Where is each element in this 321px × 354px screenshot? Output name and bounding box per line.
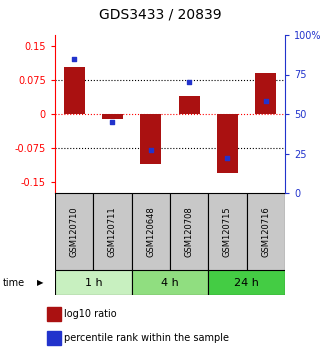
Text: GSM120716: GSM120716 bbox=[261, 206, 270, 257]
Text: time: time bbox=[3, 278, 25, 287]
Point bbox=[110, 119, 115, 125]
Point bbox=[72, 56, 77, 62]
Bar bbox=[48, 307, 61, 321]
Text: 24 h: 24 h bbox=[234, 278, 259, 287]
Text: GDS3433 / 20839: GDS3433 / 20839 bbox=[99, 7, 222, 21]
Bar bbox=[140, 114, 161, 164]
Bar bbox=[55, 193, 93, 270]
Bar bbox=[64, 67, 85, 114]
Bar bbox=[178, 96, 200, 114]
Text: GSM120715: GSM120715 bbox=[223, 206, 232, 257]
Text: GSM120710: GSM120710 bbox=[70, 206, 79, 257]
Point bbox=[187, 80, 192, 85]
Bar bbox=[102, 114, 123, 119]
Point bbox=[148, 148, 153, 153]
Text: log10 ratio: log10 ratio bbox=[64, 309, 117, 319]
Point bbox=[263, 98, 268, 104]
Text: percentile rank within the sample: percentile rank within the sample bbox=[64, 333, 229, 343]
Bar bbox=[247, 193, 285, 270]
Text: GSM120708: GSM120708 bbox=[185, 206, 194, 257]
Bar bbox=[208, 270, 285, 295]
Bar bbox=[132, 270, 208, 295]
Bar bbox=[93, 193, 132, 270]
Text: 4 h: 4 h bbox=[161, 278, 179, 287]
Bar bbox=[170, 193, 208, 270]
Bar bbox=[208, 193, 247, 270]
Bar bbox=[132, 193, 170, 270]
Text: GSM120648: GSM120648 bbox=[146, 206, 155, 257]
Bar bbox=[255, 73, 276, 114]
Point bbox=[225, 155, 230, 161]
Text: GSM120711: GSM120711 bbox=[108, 206, 117, 257]
Text: 1 h: 1 h bbox=[84, 278, 102, 287]
Text: ▶: ▶ bbox=[37, 278, 43, 287]
Bar bbox=[55, 270, 132, 295]
Bar bbox=[48, 331, 61, 345]
Bar bbox=[217, 114, 238, 173]
